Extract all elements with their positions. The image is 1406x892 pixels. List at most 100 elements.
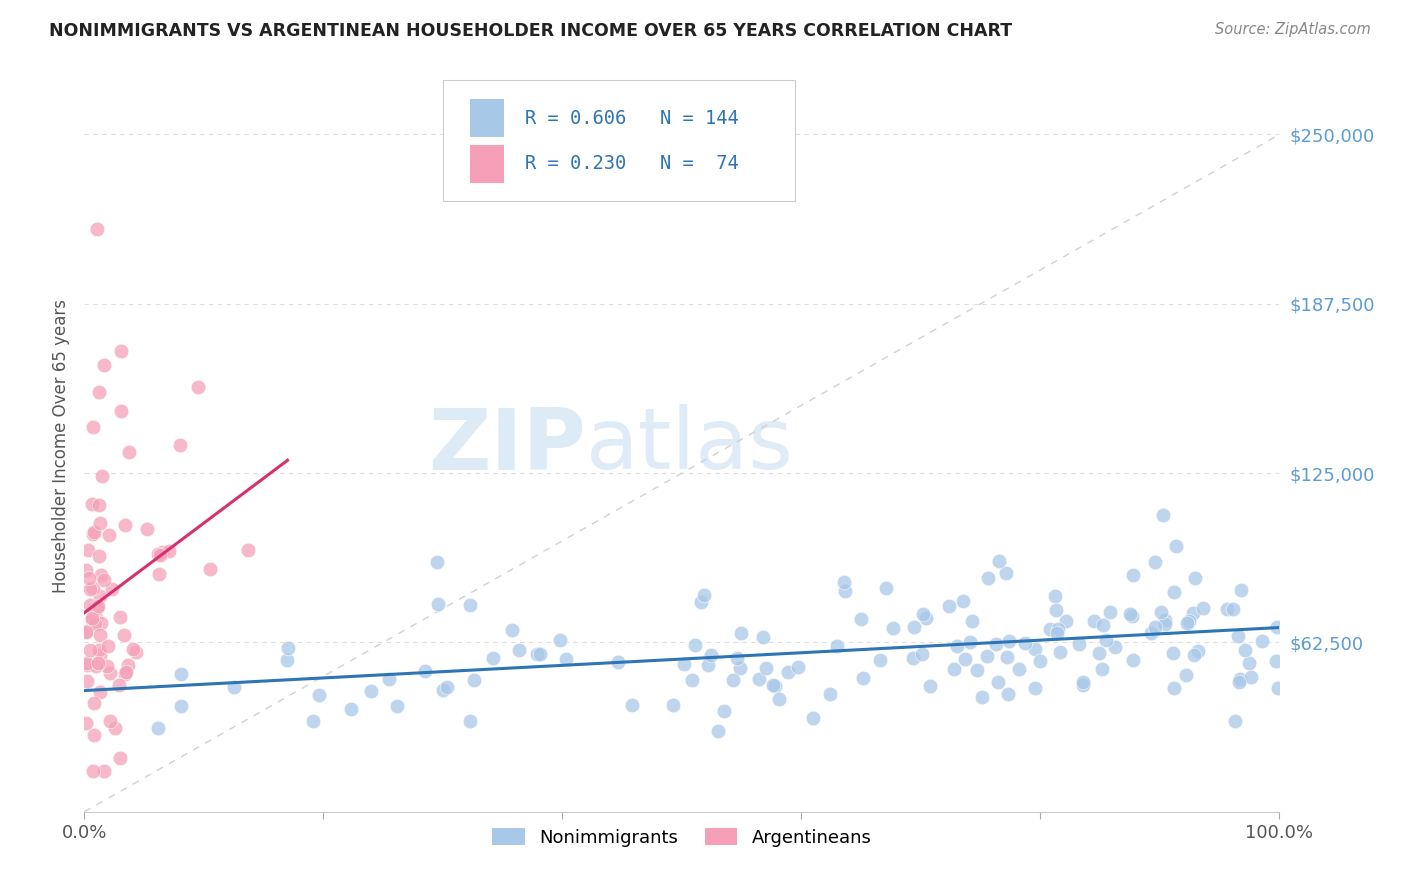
Point [1229, 672, 1251, 686]
Point [1178, 614, 1201, 628]
Point [89, 589, 111, 603]
Point [803, 711, 825, 725]
Point [1223, 714, 1246, 728]
Point [1150, 605, 1173, 619]
Point [1144, 620, 1167, 634]
Y-axis label: Householder Income Over 65 years: Householder Income Over 65 years [52, 299, 70, 593]
Point [481, 650, 503, 665]
Point [787, 660, 810, 674]
Point [1071, 678, 1094, 692]
Point [110, 404, 132, 418]
Point [914, 611, 936, 625]
Point [82, 610, 104, 624]
Point [755, 661, 778, 675]
Point [82, 420, 104, 434]
Point [101, 582, 124, 597]
Point [998, 634, 1021, 648]
Point [86, 222, 108, 236]
Point [721, 673, 744, 688]
Point [910, 647, 932, 661]
Point [1166, 539, 1188, 553]
Point [1184, 571, 1206, 585]
Point [83, 525, 105, 540]
Point [302, 714, 325, 729]
Point [86, 599, 108, 613]
Point [725, 651, 748, 665]
Point [1067, 637, 1090, 651]
Point [952, 593, 974, 607]
Point [1039, 622, 1062, 636]
Point [98, 665, 121, 680]
Point [1043, 590, 1066, 604]
Point [76, 674, 98, 689]
Point [112, 628, 135, 642]
Point [146, 548, 169, 562]
Point [436, 680, 458, 694]
Point [1233, 643, 1256, 657]
Point [1265, 654, 1288, 668]
Point [86, 611, 108, 625]
Point [107, 678, 129, 692]
Point [972, 690, 994, 704]
Point [114, 665, 136, 679]
Point [1267, 681, 1289, 695]
Point [87, 549, 110, 563]
Point [76, 658, 98, 673]
Point [83, 728, 105, 742]
Point [114, 667, 136, 681]
Point [82, 527, 104, 541]
Point [108, 751, 131, 765]
Point [995, 566, 1018, 580]
Point [460, 598, 482, 612]
Point [903, 620, 925, 634]
Point [768, 692, 790, 706]
Point [90, 615, 112, 630]
Point [97, 639, 120, 653]
Point [763, 679, 786, 693]
Point [1216, 601, 1239, 615]
Point [1087, 646, 1109, 660]
Point [97, 528, 120, 542]
Point [93, 574, 115, 588]
Point [89, 648, 111, 662]
Point [1054, 614, 1077, 628]
Point [93, 358, 115, 372]
Point [82, 613, 104, 627]
Text: R = 0.230   N =  74: R = 0.230 N = 74 [526, 154, 740, 173]
Point [1175, 615, 1198, 630]
Point [1182, 648, 1205, 662]
Point [432, 683, 454, 698]
Point [1239, 657, 1261, 671]
Point [150, 545, 173, 559]
Point [426, 556, 449, 570]
Point [1122, 653, 1144, 667]
Point [852, 671, 875, 685]
Point [1154, 617, 1177, 632]
Point [1091, 618, 1114, 632]
Point [1029, 654, 1052, 668]
Point [693, 588, 716, 602]
Point [110, 344, 132, 359]
Point [76, 624, 98, 638]
Point [1046, 626, 1069, 640]
Point [960, 614, 983, 628]
Point [672, 657, 695, 672]
Point [1161, 646, 1184, 660]
FancyBboxPatch shape [471, 99, 503, 137]
Point [748, 672, 770, 686]
Point [976, 648, 998, 663]
Point [90, 568, 112, 582]
Point [222, 680, 245, 694]
Point [697, 657, 720, 672]
Point [276, 653, 298, 667]
Point [378, 672, 401, 686]
Point [76, 543, 98, 558]
Point [508, 643, 530, 657]
Point [995, 650, 1018, 665]
Point [662, 698, 685, 713]
Point [157, 543, 180, 558]
Point [1121, 608, 1143, 623]
Point [117, 657, 139, 672]
Point [700, 648, 723, 662]
Point [1192, 600, 1215, 615]
